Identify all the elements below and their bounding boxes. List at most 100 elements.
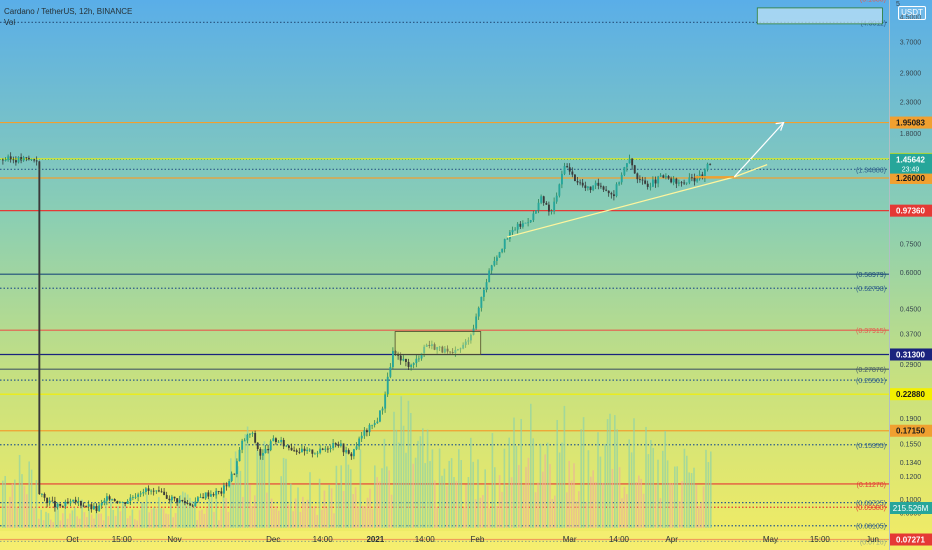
candle-body <box>155 490 158 492</box>
level-label-text: (0.15355) <box>856 443 886 450</box>
volume-bar <box>388 470 390 528</box>
level-label-text: (5.1683) <box>860 0 886 3</box>
volume-bar <box>436 507 438 528</box>
candle-body <box>35 160 38 162</box>
candle-body <box>475 316 478 329</box>
candle-body <box>124 502 127 504</box>
volume-bar <box>112 509 114 528</box>
volume-bar <box>326 507 328 528</box>
upper-trend-line <box>734 164 768 178</box>
candle-body <box>217 491 220 492</box>
volume-bar <box>378 481 381 528</box>
candle-body <box>605 189 608 191</box>
volume-bar <box>292 511 294 528</box>
volume-bar <box>618 467 621 528</box>
candle-body <box>441 346 444 353</box>
volume-bar <box>225 498 227 528</box>
level-label-text: 0.07271 <box>896 536 925 545</box>
level-label-bg <box>889 204 932 217</box>
candle-body <box>241 440 244 450</box>
candle-body <box>493 260 496 266</box>
volume-bar <box>525 466 527 528</box>
candle-body <box>176 498 179 503</box>
volume-bar <box>395 429 398 528</box>
candle-body <box>610 193 613 195</box>
candle-body <box>298 451 301 453</box>
candle-body <box>69 501 72 504</box>
price-axis[interactable]: 1.950831.464351.260000.973600.313000.228… <box>889 0 932 550</box>
volume-bar <box>676 466 678 528</box>
y-tick-label: 0.6000 <box>900 270 922 277</box>
volume-bar <box>654 485 657 528</box>
volume-bar <box>9 496 11 528</box>
volume-bar <box>57 502 59 528</box>
ascending-trend-line <box>506 176 735 238</box>
volume-bar <box>400 396 402 528</box>
volume-bar <box>393 411 395 528</box>
volume-bar <box>146 494 148 528</box>
candle-body <box>30 158 33 160</box>
volume-bar <box>196 520 198 528</box>
candle-body <box>178 500 181 503</box>
volume-bar <box>573 463 575 528</box>
candle-body <box>113 499 116 502</box>
x-tick-label: Jun <box>866 535 879 544</box>
volume-bar <box>650 440 652 528</box>
volume-bar <box>186 494 189 528</box>
volume-bar <box>494 467 496 528</box>
volume-bar <box>126 518 129 528</box>
candle-body <box>444 348 446 353</box>
candle-body <box>600 185 602 187</box>
candle-body <box>503 239 506 249</box>
level-label-text: 0.31300 <box>896 350 925 359</box>
axis-top-tick: 5 <box>896 1 900 8</box>
level-label-text: 0.22880 <box>896 390 925 399</box>
volume-bar <box>328 484 330 528</box>
candle-body <box>220 491 223 494</box>
level-label-text: (0.08105) <box>856 524 886 531</box>
volume-bar <box>522 485 525 528</box>
volume-bar <box>278 510 280 528</box>
candle-body <box>199 497 202 498</box>
price-chart[interactable]: (5.1683)(4.3011)(1.34886)(0.58979)(0.527… <box>0 0 889 550</box>
candle-body <box>592 185 595 191</box>
volume-bar <box>383 438 386 528</box>
candle-body <box>607 190 610 194</box>
volume-bar <box>23 485 26 528</box>
volume-bar <box>422 428 424 528</box>
x-tick-label: Nov <box>167 535 181 544</box>
candle-body <box>22 157 25 161</box>
candle-body <box>561 173 563 185</box>
candle-body <box>134 496 137 498</box>
currency-button[interactable]: USDT <box>898 6 926 20</box>
volume-bar <box>174 513 177 528</box>
volume-bar <box>594 481 597 528</box>
volume-bar <box>570 480 573 528</box>
candle-body <box>121 502 124 503</box>
volume-bar <box>155 508 158 528</box>
volume-bar <box>330 488 333 528</box>
volume-bar <box>590 476 592 528</box>
volume-bar <box>407 400 410 528</box>
candle-body <box>363 430 366 436</box>
candle-body <box>670 178 673 183</box>
candle-body <box>558 184 561 196</box>
volume-bar <box>105 498 107 528</box>
candle-body <box>103 500 106 503</box>
volume-bar <box>177 497 179 528</box>
level-label-text: (0.25561) <box>856 378 886 385</box>
candle-body <box>327 448 329 450</box>
candle-body <box>173 496 176 499</box>
volume-bar <box>131 509 134 528</box>
level-label-bg <box>889 171 932 184</box>
volume-bar <box>642 493 645 528</box>
candle-body <box>254 433 257 443</box>
candle-body <box>467 340 470 342</box>
candle-body <box>490 265 493 271</box>
candle-body <box>59 503 62 506</box>
volume-bar <box>38 518 40 528</box>
candle-body <box>545 202 548 205</box>
candle-body <box>319 448 322 453</box>
candle-body <box>579 182 582 184</box>
